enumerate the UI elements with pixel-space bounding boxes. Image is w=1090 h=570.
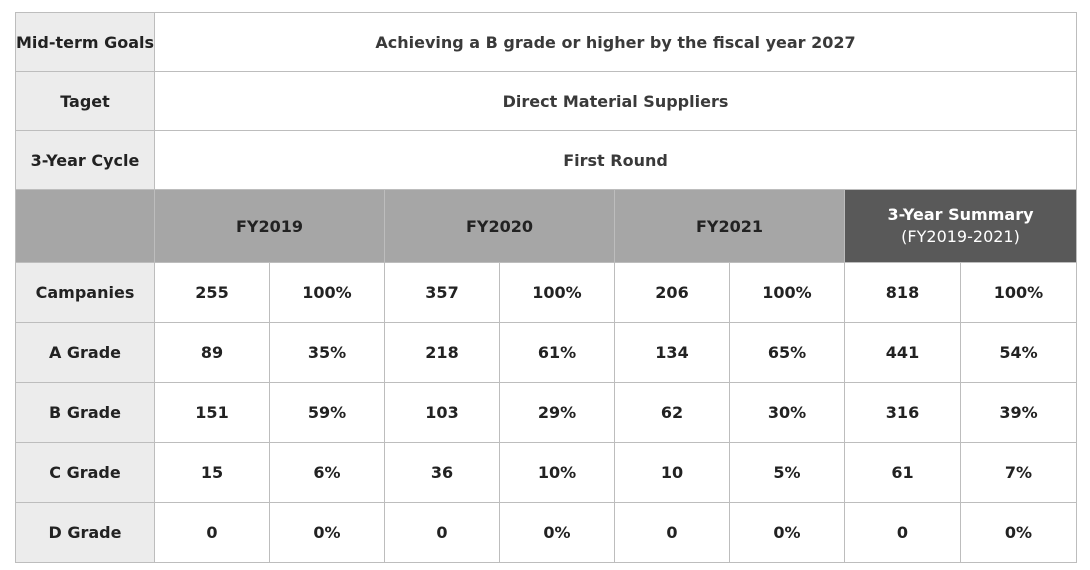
table-cell: 65% [729,322,845,383]
table-cell: 61% [499,322,615,383]
table-row-b-grade: B Grade 151 59% 103 29% 62 30% 316 39% [15,382,1078,443]
year-header-row: FY2019 FY2020 FY2021 3-Year Summary (FY2… [15,189,1078,263]
table-cell: 134 [614,322,730,383]
target-value: Direct Material Suppliers [153,71,1078,131]
grade-results-table: Mid-term Goals Achieving a B grade or hi… [15,12,1078,563]
table-cell: 100% [959,262,1078,323]
table-cell: 10% [499,442,615,503]
table-row-c-grade: C Grade 15 6% 36 10% 10 5% 61 7% [15,442,1078,503]
target-label: Taget [15,71,155,131]
table-cell: 0% [499,502,615,563]
table-cell: 39% [959,382,1078,443]
table-cell: 6% [269,442,385,503]
table-cell: 103 [384,382,500,443]
table-cell: 0 [384,502,500,563]
info-row-goals: Mid-term Goals Achieving a B grade or hi… [15,12,1078,72]
table-row-d-grade: D Grade 0 0% 0 0% 0 0% 0 0% [15,502,1078,563]
info-row-target: Taget Direct Material Suppliers [15,71,1078,131]
table-cell: 61 [844,442,961,503]
table-cell: 54% [959,322,1078,383]
table-row-a-grade: A Grade 89 35% 218 61% 134 65% 441 54% [15,322,1078,383]
row-label: C Grade [15,442,155,503]
table-cell: 206 [614,262,730,323]
table-cell: 0% [269,502,385,563]
summary-header: 3-Year Summary (FY2019-2021) [843,189,1078,263]
row-label: A Grade [15,322,155,383]
summary-title: 3-Year Summary [887,205,1034,224]
table-cell: 0% [729,502,845,563]
row-label: B Grade [15,382,155,443]
info-row-cycle: 3-Year Cycle First Round [15,130,1078,190]
table-cell: 36 [384,442,500,503]
table-cell: 0 [844,502,961,563]
row-label: Campanies [15,262,155,323]
table-cell: 100% [499,262,615,323]
table-cell: 357 [384,262,500,323]
table-cell: 7% [959,442,1078,503]
table-cell: 35% [269,322,385,383]
table-cell: 10 [614,442,730,503]
cycle-label: 3-Year Cycle [15,130,155,190]
table-cell: 818 [844,262,961,323]
year-header-fy2020: FY2020 [384,189,615,263]
table-cell: 441 [844,322,961,383]
mid-term-goals-value: Achieving a B grade or higher by the fis… [153,12,1078,72]
table-row-companies: Campanies 255 100% 357 100% 206 100% 818… [15,262,1078,323]
table-cell: 0 [614,502,730,563]
table-cell: 62 [614,382,730,443]
table-cell: 59% [269,382,385,443]
table-cell: 0 [154,502,270,563]
mid-term-goals-label: Mid-term Goals [15,12,155,72]
header-blank-cell [15,189,155,263]
year-header-fy2019: FY2019 [154,189,385,263]
table-cell: 255 [154,262,270,323]
table-cell: 0% [959,502,1078,563]
row-label: D Grade [15,502,155,563]
summary-subtitle: (FY2019-2021) [901,227,1020,246]
table-cell: 29% [499,382,615,443]
table-cell: 89 [154,322,270,383]
table-cell: 151 [154,382,270,443]
table-cell: 5% [729,442,845,503]
table-cell: 100% [269,262,385,323]
year-header-fy2021: FY2021 [614,189,845,263]
cycle-value: First Round [153,130,1078,190]
table-cell: 100% [729,262,845,323]
table-cell: 316 [844,382,961,443]
table-cell: 15 [154,442,270,503]
table-cell: 218 [384,322,500,383]
table-cell: 30% [729,382,845,443]
